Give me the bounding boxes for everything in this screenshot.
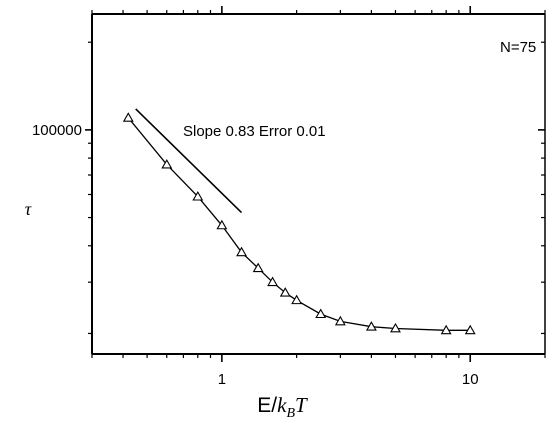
x-axis-label-t: T <box>295 393 308 417</box>
x-axis-label: E/kBT <box>257 393 308 421</box>
tick-labels: 1 10 100000 <box>32 122 479 388</box>
data-point <box>267 276 279 287</box>
y-tick-label: 100000 <box>32 122 82 139</box>
fit-line <box>135 108 243 214</box>
data-point <box>291 294 303 305</box>
annotation-n: N=75 <box>500 39 536 56</box>
x-tick-label: 1 <box>218 371 226 388</box>
x-axis-label-sub: B <box>286 406 295 421</box>
annotation-slope: Slope 0.83 Error 0.01 <box>183 123 326 140</box>
data-point <box>252 262 264 273</box>
data-point <box>236 246 247 257</box>
data-point <box>315 308 327 319</box>
data-point <box>216 219 228 230</box>
y-axis-label: τ <box>25 199 32 219</box>
data-point <box>440 324 452 335</box>
data-point <box>279 287 291 297</box>
plot-frame <box>91 13 546 355</box>
x-axis-label-k: k <box>277 393 287 417</box>
axis-ticks <box>85 6 546 362</box>
data-point <box>334 315 346 326</box>
x-axis-label-main: E/ <box>257 394 277 417</box>
data-point <box>464 324 476 335</box>
x-tick-label: 10 <box>462 371 479 388</box>
series-layer <box>122 112 476 335</box>
series-line <box>127 117 471 331</box>
fit-line-layer <box>135 108 243 214</box>
data-point <box>365 321 377 331</box>
data-point <box>192 191 204 201</box>
data-point <box>161 158 173 169</box>
data-point <box>390 322 401 333</box>
data-point <box>122 112 134 122</box>
